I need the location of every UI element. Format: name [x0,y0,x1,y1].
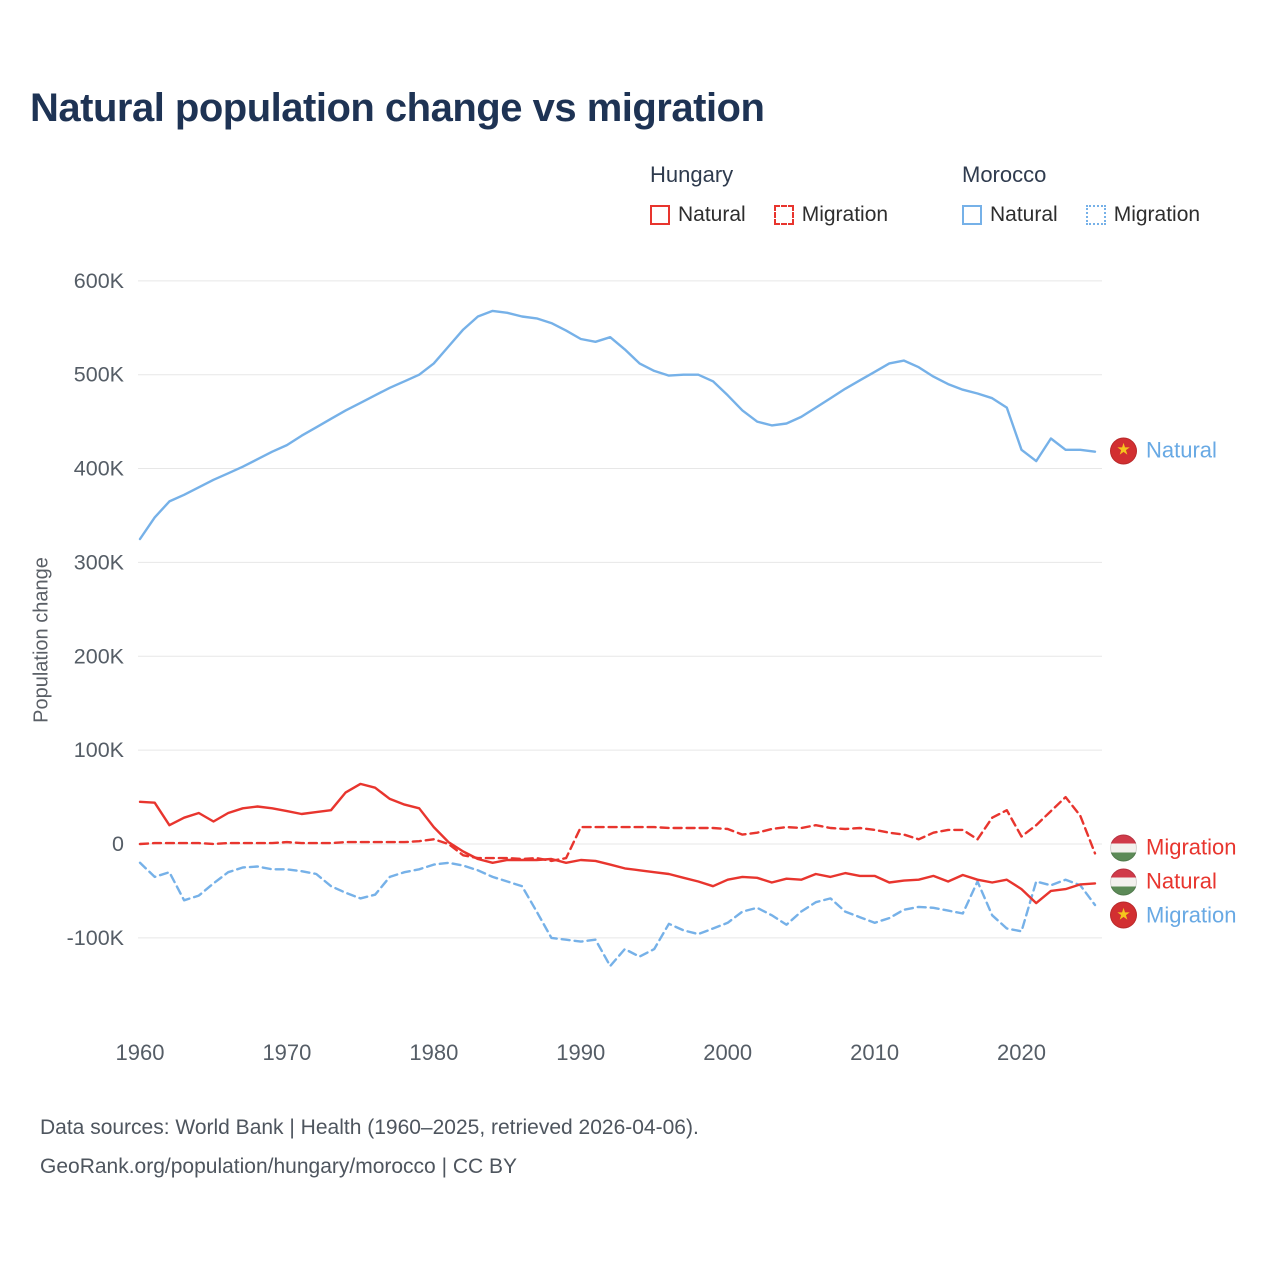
y-tick-label: 600K [74,269,125,293]
x-tick-label: 1970 [262,1040,311,1065]
y-tick-label: 100K [74,738,125,762]
legend-item-hungary-migration[interactable]: Migration [773,203,889,227]
legend-group-morocco: Morocco Natural Migration [962,162,1200,227]
end-label-hungary-migration: Migration [1110,834,1237,862]
hungary-flag-icon [1110,834,1137,862]
series-line-morocco-migration[interactable] [138,861,1097,968]
legend-swatch-red-solid-icon [650,205,670,225]
star-icon: ★ [1116,906,1131,924]
legend-label-morocco-migration: Migration [1113,203,1201,226]
end-label-text: Natural [1146,868,1217,894]
legend-swatch-red-dashed-icon [773,205,794,225]
y-tick-label: -100K [67,926,125,950]
legend-items-morocco: Natural Migration [962,203,1200,227]
footer-attribution: GeoRank.org/population/hungary/morocco |… [40,1155,518,1178]
morocco-flag-icon: ★ [1110,901,1137,929]
end-label-text: Migration [1146,902,1237,928]
y-tick-label: 400K [74,457,125,481]
end-label-morocco-natural: ★ Natural [1110,437,1217,465]
legend-swatch-blue-solid-icon [962,205,982,225]
series-line-hungary-natural[interactable] [138,782,1097,905]
x-tick-label: 1980 [409,1040,458,1065]
legend-label-hungary-natural: Natural [678,203,746,226]
chart-title: Natural population change vs migration [30,86,765,130]
legend-items-hungary: Natural Migration [650,203,888,227]
star-icon: ★ [1116,441,1131,459]
x-tick-label: 1990 [556,1040,605,1065]
legend-group-hungary: Hungary Natural Migration [650,162,888,227]
end-label-hungary-natural: Natural [1110,868,1217,896]
legend-label-morocco-natural: Natural [990,203,1058,226]
y-tick-label: 300K [74,550,125,574]
morocco-flag-icon: ★ [1110,437,1137,465]
y-tick-label: 200K [74,644,125,668]
series-line-hungary-migration[interactable] [138,795,1097,863]
footer-data-sources: Data sources: World Bank | Health (1960–… [40,1116,699,1139]
x-tick-label: 2020 [997,1040,1046,1065]
chart-footer: Data sources: World Bank | Health (1960–… [40,1108,699,1186]
series-line-morocco-natural[interactable] [138,309,1097,541]
x-tick-label: 2010 [850,1040,899,1065]
legend-item-morocco-natural[interactable]: Natural [962,203,1058,227]
legend-group-name-hungary: Hungary [650,162,734,187]
y-tick-label: 0 [112,832,124,856]
legend-swatch-blue-dotted-icon [1085,205,1106,225]
x-tick-label: 1960 [116,1040,165,1065]
legend-label-hungary-migration: Migration [801,203,889,226]
legend-item-hungary-natural[interactable]: Natural [650,203,746,227]
end-label-morocco-migration: ★ Migration [1110,901,1237,929]
legend-group-name-morocco: Morocco [962,162,1047,187]
x-tick-label: 2000 [703,1040,752,1065]
hungary-flag-icon [1110,868,1137,896]
end-label-text: Migration [1146,834,1237,860]
legend-item-morocco-migration[interactable]: Migration [1085,203,1201,227]
y-tick-label: 500K [74,363,125,387]
end-label-text: Natural [1146,437,1217,463]
